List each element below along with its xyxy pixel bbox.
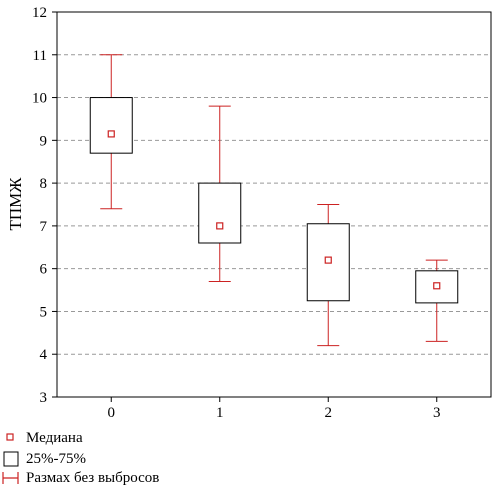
box-series xyxy=(89,54,459,347)
iqr-box xyxy=(306,223,350,302)
median-marker xyxy=(107,130,115,138)
y-tick-label: 12 xyxy=(32,5,47,21)
box-group-3 xyxy=(415,259,459,342)
iqr-box xyxy=(415,270,459,304)
y-axis-title: ТПМЖ xyxy=(6,177,25,231)
y-tick-label: 5 xyxy=(40,304,48,320)
y-tick-label: 4 xyxy=(40,347,48,363)
legend-label-whisker: Размах без выбросов xyxy=(26,470,159,486)
x-tick-label: 2 xyxy=(325,405,333,421)
whisker-symbol-icon xyxy=(2,472,19,484)
y-axis-ticks: 3 4 5 6 7 8 9 10 11 12 xyxy=(32,5,57,406)
plot-area-frame xyxy=(56,11,492,398)
box-group-0 xyxy=(89,54,133,210)
x-axis-ticks: 0 1 2 3 xyxy=(108,397,441,421)
legend-item-whisker: Размах без выбросов xyxy=(2,470,159,486)
y-tick-label: 7 xyxy=(40,219,48,235)
legend-label-median: Медиана xyxy=(26,430,83,446)
y-tick-label: 11 xyxy=(33,48,47,64)
iqr-box xyxy=(198,182,242,244)
legend: Медиана 25%-75% Размах без выбросов xyxy=(2,430,159,486)
y-tick-label: 9 xyxy=(40,133,48,149)
median-marker-icon xyxy=(6,433,14,441)
median-marker xyxy=(216,222,224,230)
y-tick-label: 10 xyxy=(32,91,47,107)
legend-item-median: Медиана xyxy=(6,430,83,446)
legend-label-box: 25%-75% xyxy=(26,451,86,467)
x-tick-label: 3 xyxy=(433,405,441,421)
x-tick-label: 0 xyxy=(108,405,116,421)
y-tick-label: 8 xyxy=(40,176,48,192)
box-symbol-icon xyxy=(3,451,19,467)
box-group-2 xyxy=(306,204,350,347)
x-tick-label: 1 xyxy=(216,405,224,421)
legend-item-box: 25%-75% xyxy=(3,451,86,467)
median-marker xyxy=(324,256,332,264)
y-tick-label: 6 xyxy=(40,262,48,278)
y-tick-label: 3 xyxy=(40,390,48,406)
iqr-box xyxy=(89,97,133,154)
box-group-1 xyxy=(198,105,242,282)
median-marker xyxy=(433,282,441,290)
